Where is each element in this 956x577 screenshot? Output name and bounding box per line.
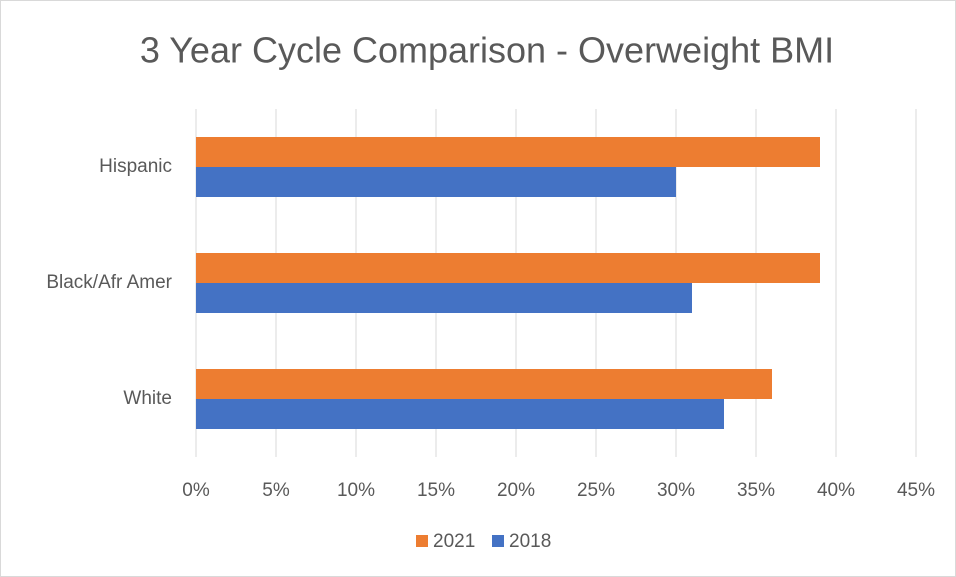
x-tick-label: 15% <box>417 480 455 501</box>
y-tick-label: White <box>123 388 172 409</box>
x-tick-label: 25% <box>577 480 615 501</box>
bar <box>196 399 724 429</box>
x-tick-label: 10% <box>337 480 375 501</box>
bar <box>196 253 820 283</box>
x-tick-label: 20% <box>497 480 535 501</box>
bar <box>196 167 676 197</box>
y-tick-label: Hispanic <box>99 156 172 177</box>
bar <box>196 369 772 399</box>
x-tick-label: 40% <box>817 480 855 501</box>
x-tick-label: 5% <box>262 480 290 501</box>
bar <box>196 283 692 313</box>
bar <box>196 137 820 167</box>
x-tick-label: 45% <box>897 480 935 501</box>
x-tick-label: 30% <box>657 480 695 501</box>
x-tick-label: 35% <box>737 480 775 501</box>
chart-title: 3 Year Cycle Comparison - Overweight BMI <box>140 30 834 71</box>
legend-swatch <box>416 535 428 547</box>
legend-swatch <box>492 535 504 547</box>
x-tick-label: 0% <box>182 480 210 501</box>
legend-label: 2018 <box>509 531 551 552</box>
y-tick-label: Black/Afr Amer <box>46 272 172 293</box>
legend-label: 2021 <box>433 531 475 552</box>
